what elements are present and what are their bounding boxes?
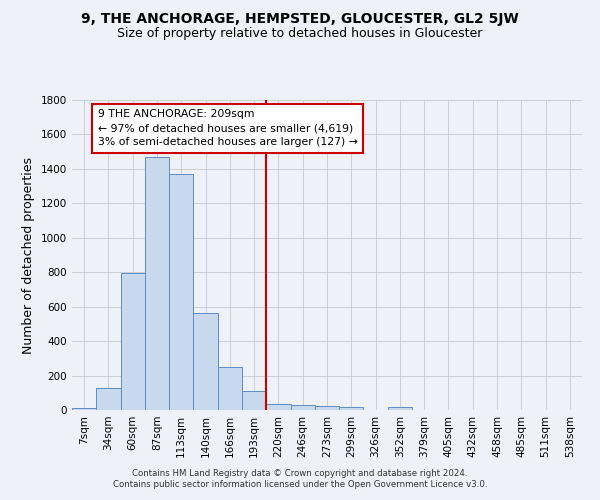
Bar <box>193 312 218 410</box>
Bar <box>72 408 96 410</box>
Bar <box>266 404 290 410</box>
Bar <box>339 407 364 410</box>
Text: 9 THE ANCHORAGE: 209sqm
← 97% of detached houses are smaller (4,619)
3% of semi-: 9 THE ANCHORAGE: 209sqm ← 97% of detache… <box>97 110 358 148</box>
Text: Size of property relative to detached houses in Gloucester: Size of property relative to detached ho… <box>118 28 482 40</box>
Bar <box>121 273 145 410</box>
Bar <box>315 406 339 410</box>
Text: Contains public sector information licensed under the Open Government Licence v3: Contains public sector information licen… <box>113 480 487 489</box>
Bar <box>290 405 315 410</box>
Bar <box>388 406 412 410</box>
Bar <box>96 388 121 410</box>
Bar <box>218 367 242 410</box>
Bar <box>145 157 169 410</box>
Bar <box>242 391 266 410</box>
Bar <box>169 174 193 410</box>
Text: 9, THE ANCHORAGE, HEMPSTED, GLOUCESTER, GL2 5JW: 9, THE ANCHORAGE, HEMPSTED, GLOUCESTER, … <box>81 12 519 26</box>
Y-axis label: Number of detached properties: Number of detached properties <box>22 156 35 354</box>
Text: Contains HM Land Registry data © Crown copyright and database right 2024.: Contains HM Land Registry data © Crown c… <box>132 468 468 477</box>
